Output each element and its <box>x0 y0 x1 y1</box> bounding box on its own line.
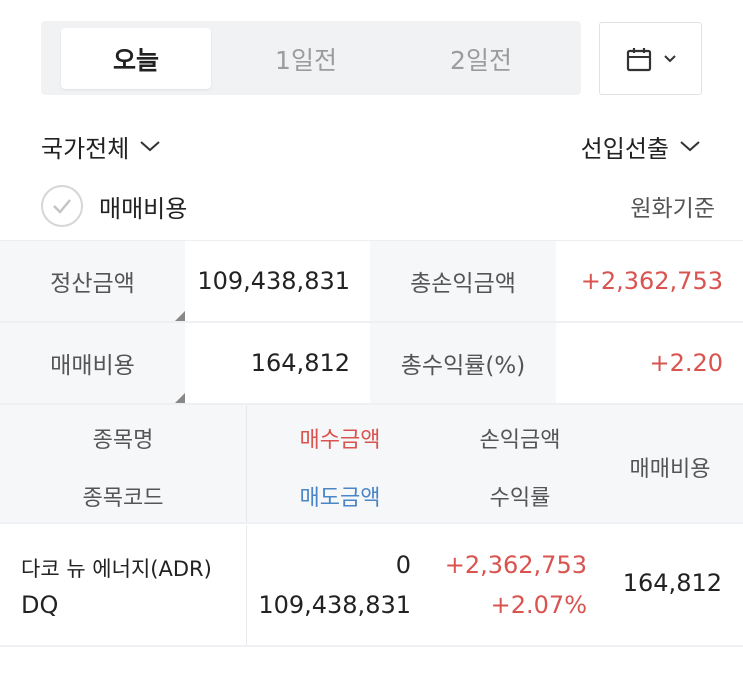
table-header: 종목명 종목코드 매수금액 매도금액 손익금액 수익률 매매비용 <box>0 405 743 524</box>
return-rate: +2.07% <box>490 591 587 619</box>
calendar-button[interactable] <box>599 22 702 95</box>
country-label: 국가전체 <box>41 134 130 163</box>
column-divider <box>246 525 247 645</box>
fee-value: 164,812 <box>185 323 370 403</box>
table-row[interactable]: 다코 뉴 에너지(ADR) DQ 0 109,438,831 +2,362,75… <box>0 525 743 647</box>
corner-marker-icon <box>175 393 185 403</box>
period-segmented-control: 오늘 1일전 2일전 <box>41 21 581 95</box>
pl-amount: +2,362,753 <box>444 551 587 579</box>
method-label: 선입선출 <box>580 134 669 163</box>
header-pl-amount: 손익금액 <box>479 428 561 453</box>
tab-2-days-ago[interactable]: 2일전 <box>450 45 512 75</box>
header-return-rate: 수익률 <box>489 486 551 511</box>
include-fee-checkbox[interactable]: 매매비용 <box>41 185 187 227</box>
stock-name: 다코 뉴 에너지(ADR) <box>21 557 212 581</box>
chevron-down-icon <box>680 141 700 152</box>
stock-code: DQ <box>21 591 59 619</box>
summary-grid: 정산금액 109,438,831 총손익금액 +2,362,753 매매비용 1… <box>0 240 743 405</box>
include-fee-label: 매매비용 <box>99 194 188 223</box>
total-pl-value: +2,362,753 <box>556 241 743 321</box>
total-pl-label: 총손익금액 <box>370 241 556 321</box>
header-sell-amount: 매도금액 <box>299 486 381 511</box>
options-row: 매매비용 원화기준 <box>41 185 715 227</box>
method-dropdown[interactable]: 선입선출 <box>581 129 701 164</box>
fee-label: 매매비용 <box>0 323 185 403</box>
settlement-value: 109,438,831 <box>185 241 370 321</box>
calendar-icon <box>626 47 651 71</box>
column-divider <box>246 405 247 522</box>
total-return-label: 총수익률(%) <box>370 323 556 403</box>
header-code: 종목코드 <box>82 486 164 511</box>
corner-marker-icon <box>175 311 185 321</box>
country-dropdown[interactable]: 국가전체 <box>41 129 161 164</box>
summary-row: 정산금액 109,438,831 총손익금액 +2,362,753 <box>0 241 743 323</box>
header-buy-amount: 매수금액 <box>299 428 381 453</box>
sell-amount: 109,438,831 <box>258 591 411 619</box>
tab-today[interactable]: 오늘 <box>61 28 211 89</box>
tab-1-day-ago[interactable]: 1일전 <box>275 45 337 75</box>
header-name: 종목명 <box>92 428 154 453</box>
fee: 164,812 <box>622 569 722 597</box>
currency-basis: 원화기준 <box>630 196 715 222</box>
total-return-value: +2.20 <box>556 323 743 403</box>
filter-row: 국가전체 선입선출 <box>41 128 701 164</box>
header-fee: 매매비용 <box>629 457 711 482</box>
chevron-down-icon <box>663 54 676 62</box>
check-icon <box>41 185 83 227</box>
chevron-down-icon <box>140 141 160 152</box>
settlement-label: 정산금액 <box>0 241 185 321</box>
summary-row: 매매비용 164,812 총수익률(%) +2.20 <box>0 323 743 405</box>
buy-amount: 0 <box>395 551 411 579</box>
